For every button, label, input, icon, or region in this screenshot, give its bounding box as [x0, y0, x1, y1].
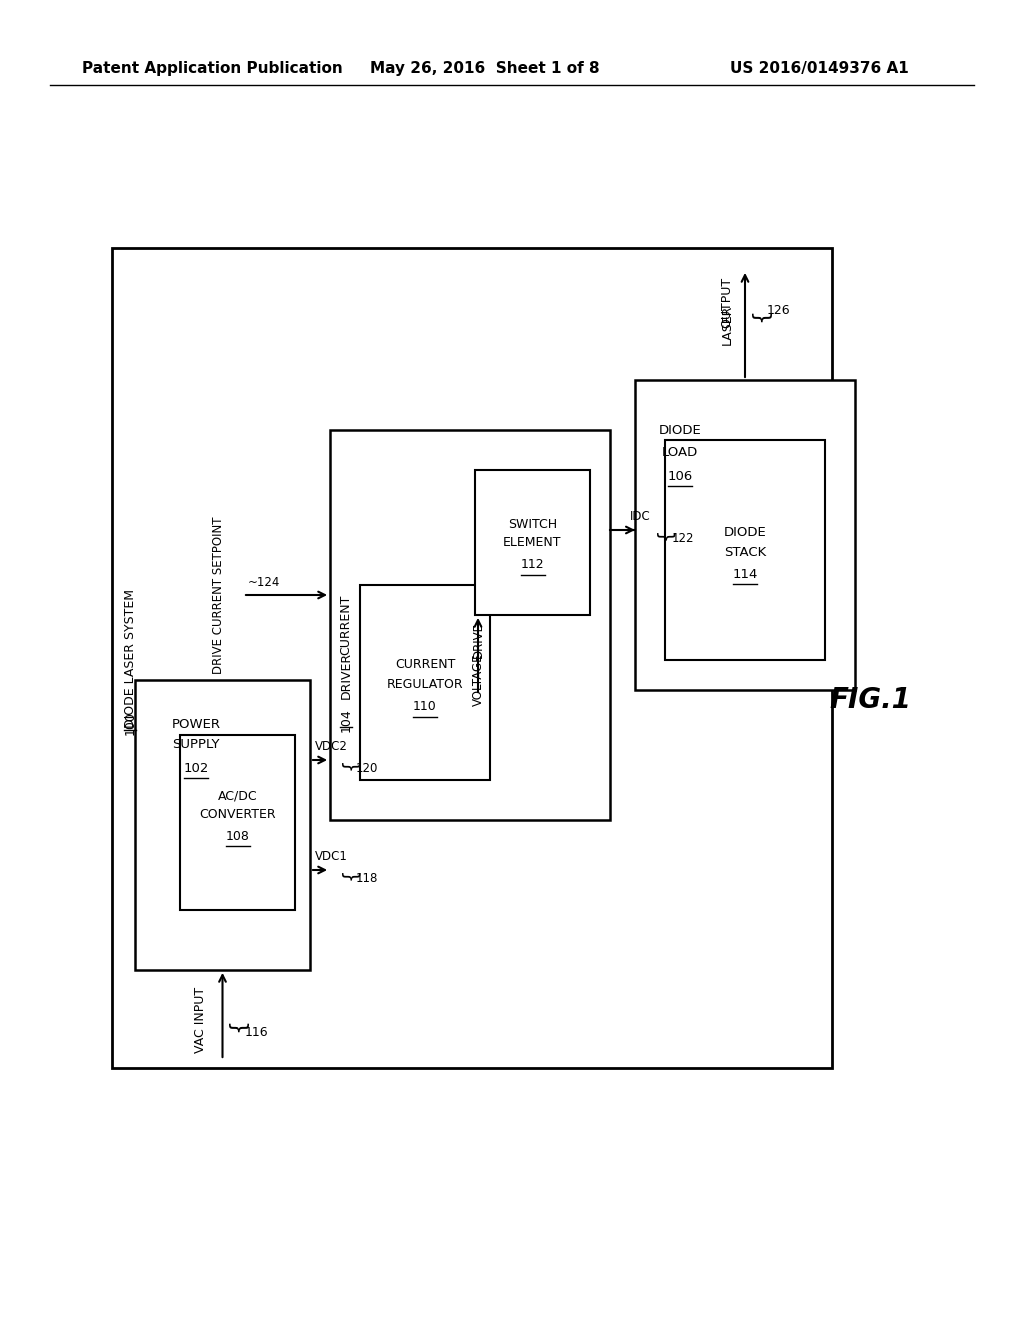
Text: 110: 110	[413, 700, 437, 713]
Bar	[475, 470, 590, 615]
Bar	[135, 680, 310, 970]
Text: CURRENT: CURRENT	[340, 595, 352, 655]
Text: REGULATOR: REGULATOR	[387, 678, 463, 690]
Text: 104: 104	[340, 708, 352, 731]
Text: VAC INPUT: VAC INPUT	[194, 987, 207, 1053]
Text: 126: 126	[767, 304, 791, 317]
Text: IDC: IDC	[630, 510, 650, 523]
Text: DRIVER: DRIVER	[340, 652, 352, 698]
Text: OUTPUT: OUTPUT	[721, 276, 733, 327]
Text: DIODE LASER SYSTEM: DIODE LASER SYSTEM	[124, 589, 136, 727]
Text: DIODE: DIODE	[724, 525, 766, 539]
Text: {: {	[750, 308, 770, 322]
Text: VDC2: VDC2	[315, 739, 348, 752]
Text: {: {	[340, 758, 359, 770]
Text: 114: 114	[732, 568, 758, 581]
Text: AC/DC: AC/DC	[218, 789, 257, 803]
Text: STACK: STACK	[724, 545, 766, 558]
Text: LOAD: LOAD	[662, 446, 698, 458]
Text: 102: 102	[183, 762, 209, 775]
Bar	[635, 380, 855, 690]
Text: DRIVE: DRIVE	[471, 622, 484, 657]
Text: ~124: ~124	[248, 577, 281, 590]
Text: {: {	[655, 528, 674, 540]
Text: 116: 116	[245, 1026, 268, 1039]
Text: FIG.1: FIG.1	[829, 686, 911, 714]
Bar	[330, 430, 610, 820]
Bar	[360, 585, 490, 780]
Text: 122: 122	[672, 532, 694, 544]
Text: SWITCH: SWITCH	[508, 517, 557, 531]
Bar	[665, 440, 825, 660]
Text: May 26, 2016  Sheet 1 of 8: May 26, 2016 Sheet 1 of 8	[370, 61, 600, 75]
Text: CURRENT: CURRENT	[395, 657, 456, 671]
Bar	[112, 248, 831, 1068]
Text: DRIVE CURRENT SETPOINT: DRIVE CURRENT SETPOINT	[212, 516, 224, 673]
Text: 112: 112	[520, 558, 545, 572]
Text: 118: 118	[356, 871, 379, 884]
Text: {: {	[227, 1018, 248, 1032]
Text: ELEMENT: ELEMENT	[503, 536, 562, 549]
Text: US 2016/0149376 A1: US 2016/0149376 A1	[730, 61, 908, 75]
Text: CONVERTER: CONVERTER	[200, 808, 275, 821]
Text: 106: 106	[668, 470, 692, 483]
Text: 108: 108	[225, 830, 250, 842]
Text: POWER: POWER	[172, 718, 221, 731]
Text: 100: 100	[124, 711, 136, 735]
Text: Patent Application Publication: Patent Application Publication	[82, 61, 343, 75]
Text: VDC1: VDC1	[315, 850, 348, 862]
Text: SUPPLY: SUPPLY	[172, 738, 220, 751]
Text: 120: 120	[356, 762, 379, 775]
Text: VOLTAGE: VOLTAGE	[471, 653, 484, 706]
Bar	[180, 735, 295, 909]
Text: DIODE: DIODE	[658, 424, 701, 437]
Text: {: {	[340, 867, 359, 880]
Text: LASER: LASER	[721, 305, 733, 346]
